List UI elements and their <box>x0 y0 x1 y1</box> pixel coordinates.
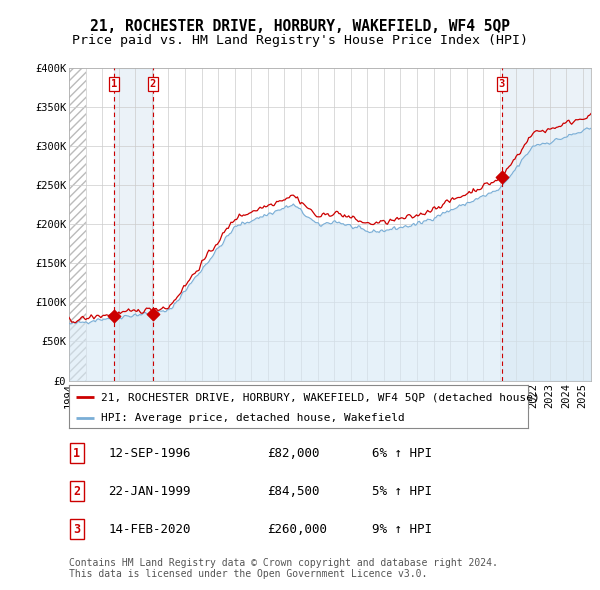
Text: 5% ↑ HPI: 5% ↑ HPI <box>372 484 432 498</box>
Text: 6% ↑ HPI: 6% ↑ HPI <box>372 447 432 460</box>
Text: £82,000: £82,000 <box>268 447 320 460</box>
Text: 21, ROCHESTER DRIVE, HORBURY, WAKEFIELD, WF4 5QP: 21, ROCHESTER DRIVE, HORBURY, WAKEFIELD,… <box>90 19 510 34</box>
Text: 2: 2 <box>150 79 156 88</box>
Text: 1: 1 <box>110 79 117 88</box>
Text: 3: 3 <box>499 79 505 88</box>
Point <box>109 312 119 321</box>
Text: 3: 3 <box>73 523 80 536</box>
Text: 21, ROCHESTER DRIVE, HORBURY, WAKEFIELD, WF4 5QP (detached house): 21, ROCHESTER DRIVE, HORBURY, WAKEFIELD,… <box>101 392 540 402</box>
Text: 14-FEB-2020: 14-FEB-2020 <box>108 523 191 536</box>
Point <box>148 310 158 319</box>
Text: 2: 2 <box>73 484 80 498</box>
Text: HPI: Average price, detached house, Wakefield: HPI: Average price, detached house, Wake… <box>101 414 405 424</box>
Text: £260,000: £260,000 <box>268 523 328 536</box>
Text: £84,500: £84,500 <box>268 484 320 498</box>
Text: 22-JAN-1999: 22-JAN-1999 <box>108 484 191 498</box>
Point <box>497 173 506 182</box>
Text: 12-SEP-1996: 12-SEP-1996 <box>108 447 191 460</box>
Bar <box>502 68 591 381</box>
Text: 1: 1 <box>73 447 80 460</box>
Text: Price paid vs. HM Land Registry's House Price Index (HPI): Price paid vs. HM Land Registry's House … <box>72 34 528 47</box>
Bar <box>114 68 153 381</box>
Text: Contains HM Land Registry data © Crown copyright and database right 2024.
This d: Contains HM Land Registry data © Crown c… <box>69 558 498 579</box>
Text: 9% ↑ HPI: 9% ↑ HPI <box>372 523 432 536</box>
